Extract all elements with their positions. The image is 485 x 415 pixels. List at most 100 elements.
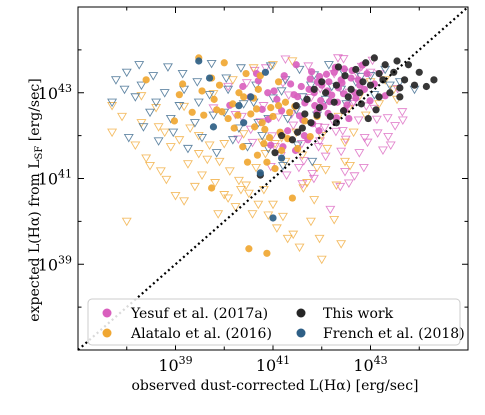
- data-point-french-et-al-2018-open: [153, 137, 164, 146]
- data-point-this-work: [366, 81, 375, 89]
- data-point-alatalo-et-al-2016: [251, 123, 259, 131]
- data-point-yesuf-et-al-2017a-open: [293, 163, 304, 173]
- data-point-yesuf-et-al-2017a-open: [362, 138, 373, 148]
- data-point-yesuf-et-al-2017a: [239, 82, 247, 91]
- data-point-yesuf-et-al-2017a: [300, 132, 308, 140]
- data-point-yesuf-et-al-2017a-open: [325, 205, 336, 215]
- data-point-french-et-al-2018-open: [189, 119, 200, 128]
- data-point-yesuf-et-al-2017a: [328, 91, 336, 99]
- data-point-alatalo-et-al-2016: [220, 59, 228, 67]
- data-point-alatalo-et-al-2016: [243, 158, 252, 166]
- legend-label-yesuf: Yesuf et al. (2017a): [130, 306, 268, 322]
- data-point-alatalo-et-al-2016: [175, 91, 183, 99]
- data-point-alatalo-et-al-2016: [271, 165, 279, 173]
- data-point-yesuf-et-al-2017a: [264, 89, 272, 97]
- data-point-this-work: [362, 59, 370, 67]
- data-point-alatalo-et-al-2016-open: [340, 138, 350, 148]
- legend-frame: [87, 298, 461, 346]
- data-point-yesuf-et-al-2017a-open: [298, 157, 309, 166]
- data-point-this-work: [347, 85, 355, 93]
- data-point-alatalo-et-al-2016-open: [141, 154, 152, 163]
- data-point-alatalo-et-al-2016-open: [235, 186, 246, 195]
- data-point-french-et-al-2018-open: [174, 102, 185, 111]
- data-point-alatalo-et-al-2016: [198, 87, 206, 95]
- data-point-alatalo-et-al-2016-open: [282, 234, 293, 244]
- data-point-alatalo-et-al-2016-open: [107, 102, 118, 111]
- data-point-yesuf-et-al-2017a-open: [303, 62, 314, 71]
- data-point-alatalo-et-al-2016: [224, 114, 232, 123]
- data-point-french-et-al-2018: [235, 102, 243, 110]
- data-point-alatalo-et-al-2016-open: [251, 163, 262, 173]
- data-point-this-work: [379, 76, 387, 84]
- legend-entry-this-work: This work: [296, 306, 394, 322]
- data-point-alatalo-et-al-2016-open: [302, 179, 313, 188]
- data-point-alatalo-et-al-2016-open: [374, 100, 385, 109]
- data-point-yesuf-et-al-2017a: [258, 105, 266, 113]
- data-point-alatalo-et-al-2016-open: [223, 194, 234, 203]
- data-point-yesuf-et-al-2017a-open: [359, 133, 370, 143]
- data-point-yesuf-et-al-2017a: [306, 75, 314, 83]
- data-point-alatalo-et-al-2016-open: [253, 200, 264, 210]
- data-point-french-et-al-2018-open: [192, 78, 203, 87]
- data-point-french-et-al-2018-open: [227, 136, 238, 145]
- data-point-this-work: [364, 114, 372, 123]
- data-point-alatalo-et-al-2016-open: [107, 128, 118, 138]
- data-point-alatalo-et-al-2016: [235, 89, 243, 97]
- data-point-alatalo-et-al-2016: [256, 72, 264, 80]
- data-point-alatalo-et-al-2016-open: [238, 130, 249, 139]
- data-point-alatalo-et-al-2016: [277, 146, 286, 155]
- data-point-this-work: [370, 54, 378, 62]
- data-point-this-work: [393, 57, 401, 65]
- legend-marker-alatalo: [102, 328, 112, 338]
- y-tick-label: 1039: [38, 253, 72, 274]
- data-point-french-et-al-2018-open: [221, 74, 232, 83]
- data-point-french-et-al-2018-open: [204, 91, 215, 100]
- data-point-alatalo-et-al-2016-open: [213, 210, 224, 219]
- data-point-alatalo-et-al-2016: [188, 108, 196, 116]
- data-point-this-work: [410, 81, 419, 89]
- data-point-french-et-al-2018-open: [323, 61, 334, 70]
- data-point-french-et-al-2018: [195, 57, 203, 65]
- data-point-yesuf-et-al-2017a: [287, 80, 295, 88]
- data-point-alatalo-et-al-2016-open: [340, 157, 350, 167]
- data-point-alatalo-et-al-2016-open: [298, 184, 309, 193]
- data-point-alatalo-et-al-2016-open: [258, 186, 269, 195]
- data-point-alatalo-et-al-2016-open: [224, 167, 235, 176]
- data-point-this-work: [313, 111, 321, 119]
- data-point-alatalo-et-al-2016-open: [268, 61, 278, 70]
- legend-entry-yesuf: Yesuf et al. (2017a): [102, 306, 268, 322]
- data-point-french-et-al-2018-open: [197, 133, 208, 143]
- data-point-alatalo-et-al-2016: [258, 119, 266, 127]
- data-point-yesuf-et-al-2017a: [352, 94, 360, 102]
- data-point-yesuf-et-al-2017a: [308, 68, 316, 76]
- data-point-alatalo-et-al-2016-open: [182, 160, 193, 169]
- data-point-alatalo-et-al-2016-open: [312, 163, 323, 173]
- legend-label-this-work: This work: [323, 306, 394, 322]
- data-point-french-et-al-2018: [261, 68, 270, 76]
- data-point-alatalo-et-al-2016: [263, 249, 271, 257]
- data-point-alatalo-et-al-2016-open: [117, 112, 128, 122]
- data-point-french-et-al-2018-open: [277, 161, 288, 171]
- data-point-alatalo-et-al-2016: [263, 158, 271, 166]
- data-point-french-et-al-2018-open: [123, 133, 134, 143]
- data-point-this-work: [422, 82, 430, 91]
- data-point-this-work: [344, 93, 352, 101]
- data-point-french-et-al-2018-open: [206, 59, 217, 69]
- data-point-yesuf-et-al-2017a-open: [340, 135, 351, 145]
- data-point-alatalo-et-al-2016-open: [202, 155, 213, 165]
- data-point-french-et-al-2018-open: [292, 141, 303, 151]
- legend-marker-this-work: [296, 308, 306, 318]
- data-point-yesuf-et-al-2017a-open: [354, 149, 365, 158]
- data-point-alatalo-et-al-2016-open: [233, 176, 244, 186]
- data-point-french-et-al-2018-open: [138, 123, 149, 132]
- data-point-this-work: [356, 89, 364, 97]
- data-point-yesuf-et-al-2017a-open: [336, 147, 347, 157]
- data-point-this-work: [277, 132, 286, 140]
- data-point-alatalo-et-al-2016: [274, 78, 283, 86]
- data-point-french-et-al-2018: [240, 119, 248, 127]
- data-point-yesuf-et-al-2017a-open: [280, 55, 291, 64]
- legend-entry-alatalo: Alatalo et al. (2016): [102, 326, 272, 342]
- data-point-yesuf-et-al-2017a: [343, 101, 351, 109]
- data-point-alatalo-et-al-2016-open: [241, 181, 252, 191]
- data-point-alatalo-et-al-2016-open: [305, 217, 316, 227]
